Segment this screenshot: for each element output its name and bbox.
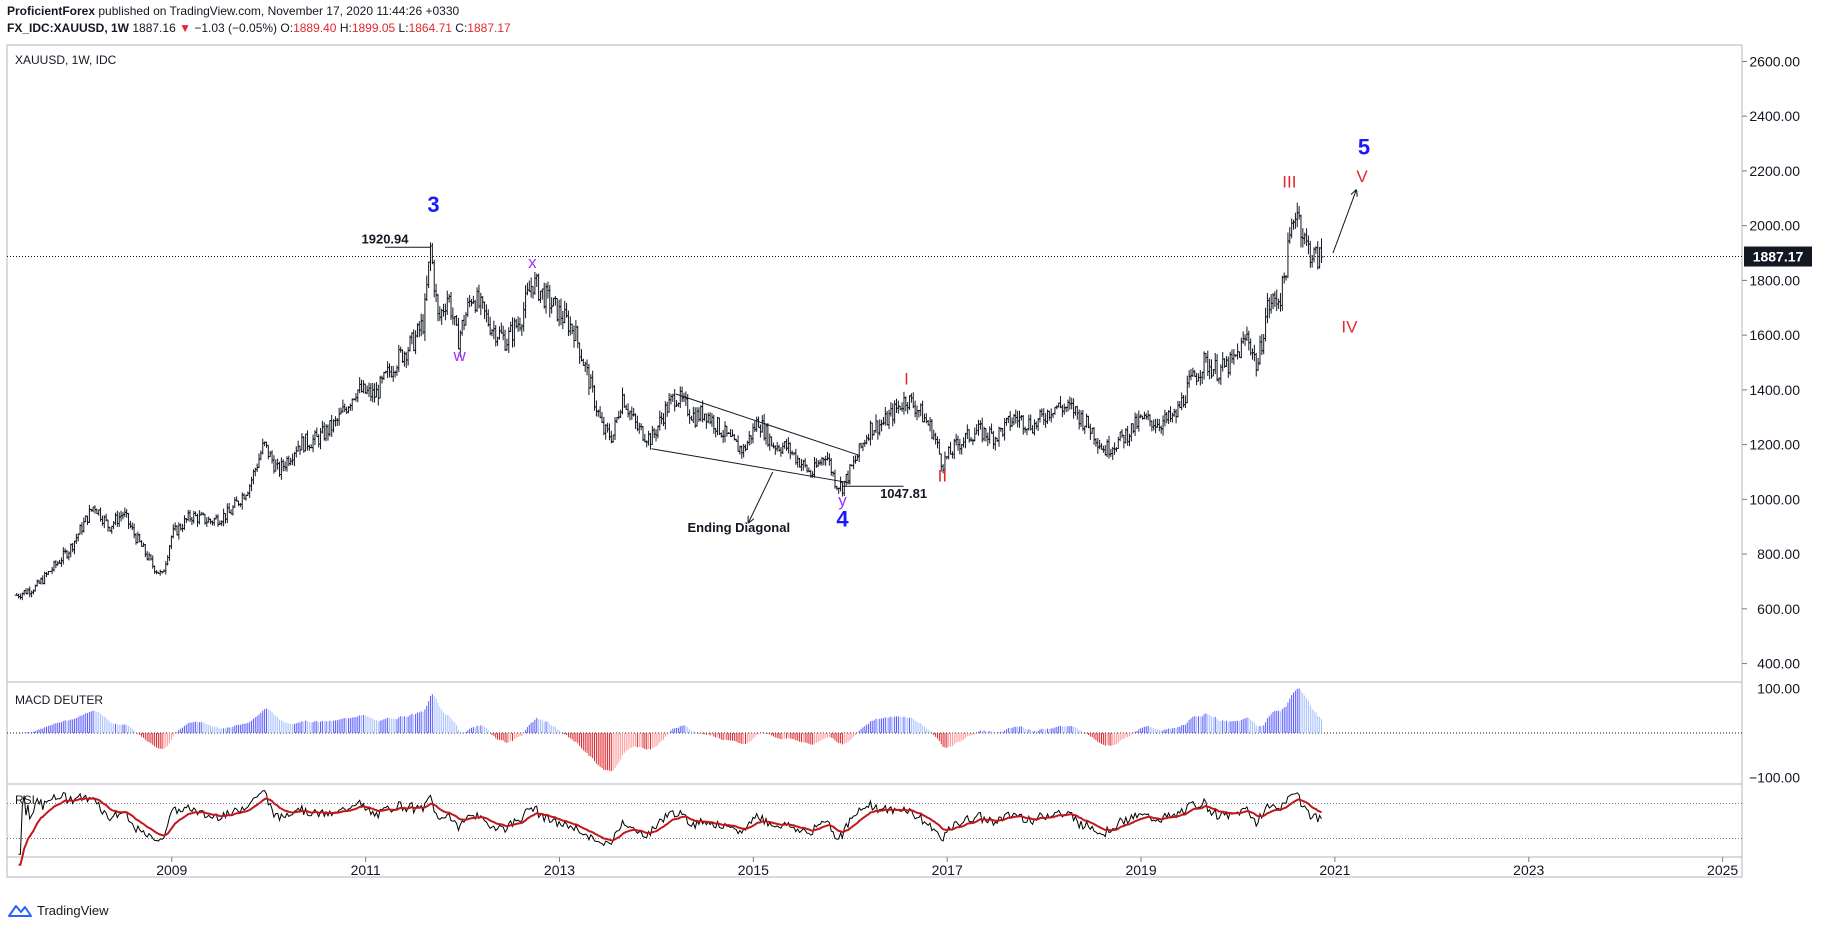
tradingview-brand: TradingView <box>37 902 109 918</box>
wave-label: 3 <box>427 192 439 217</box>
current-price-tag <box>1744 246 1812 267</box>
y-tick-label: 1800.00 <box>1749 272 1800 288</box>
macd-tick-label: 100.00 <box>1757 680 1800 696</box>
y-tick-label: 2200.00 <box>1749 163 1800 179</box>
y-tick-label: 1000.00 <box>1749 491 1800 507</box>
wave-label: IV <box>1341 317 1358 336</box>
wave-label: x <box>528 253 537 272</box>
down-arrow-icon: ▼ <box>179 21 191 35</box>
y-tick-label: 2000.00 <box>1749 218 1800 234</box>
trendline <box>651 448 851 484</box>
high-label: H: <box>339 21 352 35</box>
low-label: L: <box>398 21 409 35</box>
rsi-panel-label: RSI <box>15 793 35 807</box>
price-bars <box>14 202 1324 601</box>
y-tick-label: 600.00 <box>1757 601 1800 617</box>
close-value: 1887.17 <box>467 21 511 35</box>
open-value: 1889.40 <box>293 21 337 35</box>
x-tick-label: 2021 <box>1319 862 1350 878</box>
high-value: 1899.05 <box>351 21 396 35</box>
y-tick-label: 1600.00 <box>1749 327 1800 343</box>
close-label: C: <box>455 21 468 35</box>
wave-label: Ending Diagonal <box>688 520 791 535</box>
annotation-arrow <box>1332 190 1356 254</box>
y-tick-label: 1400.00 <box>1749 382 1800 398</box>
wave-label: 4 <box>836 507 849 532</box>
macd-panel-label: MACD DEUTER <box>15 693 103 707</box>
rsi-panel <box>7 790 1742 866</box>
price-change: −1.03 (−0.05%) <box>194 21 278 35</box>
x-tick-label: 2013 <box>544 862 575 878</box>
wave-label: III <box>1282 172 1296 191</box>
wave-label: 1920.94 <box>362 231 410 246</box>
trendline <box>675 393 861 457</box>
plot-border <box>6 44 1743 878</box>
x-tick-label: 2015 <box>738 862 769 878</box>
x-tick-label: 2025 <box>1707 862 1738 878</box>
wave-label: V <box>1356 167 1368 186</box>
macd-panel: 100.00 −100.00 <box>7 680 1800 786</box>
x-tick-label: 2023 <box>1513 862 1544 878</box>
last-price: 1887.16 <box>132 21 176 35</box>
macd-tick-label: −100.00 <box>1749 770 1800 786</box>
y-tick-label: 400.00 <box>1757 656 1800 672</box>
axes: 2600.00 2400.00 2200.00 2000.00 1800.00 1600.… <box>7 53 1812 878</box>
publisher-name: ProficientForex <box>7 4 96 18</box>
chart-frame <box>6 44 1743 878</box>
ohlc-legend: FX_IDC:XAUUSD, 1W 1887.16 ▼ −1.03 (−0.05… <box>7 21 511 35</box>
publish-info: ProficientForex published on TradingView… <box>7 4 459 18</box>
y-tick-label: 2400.00 <box>1749 108 1800 124</box>
x-tick-label: 2017 <box>932 862 963 878</box>
rsi-ma-line <box>18 797 1322 866</box>
wave-label: 1047.81 <box>880 486 927 501</box>
main-panel-label: XAUUSD, 1W, IDC <box>15 53 117 67</box>
wave-label: y <box>838 491 847 510</box>
x-tick-label: 2009 <box>156 862 187 878</box>
wave-label: I <box>904 369 909 388</box>
symbol-label: FX_IDC:XAUUSD, 1W <box>7 21 130 35</box>
tradingview-logo-icon <box>8 905 32 917</box>
rsi-line <box>18 790 1322 855</box>
current-price-label: 1887.17 <box>1753 249 1804 265</box>
published-text: published on TradingView.com, November 1… <box>98 4 460 18</box>
wave-label: II <box>938 467 947 486</box>
open-label: O: <box>280 21 294 35</box>
wave-label: 5 <box>1358 134 1370 159</box>
wave-label: w <box>453 346 467 365</box>
y-tick-label: 800.00 <box>1757 546 1800 562</box>
y-tick-label: 1200.00 <box>1749 437 1800 453</box>
annotation-arrow <box>748 471 774 523</box>
y-tick-label: 2600.00 <box>1749 53 1800 69</box>
tradingview-footer[interactable]: TradingView <box>7 902 109 918</box>
low-value: 1864.71 <box>408 21 452 35</box>
x-tick-label: 2019 <box>1125 862 1156 878</box>
x-tick-label: 2011 <box>351 862 381 878</box>
